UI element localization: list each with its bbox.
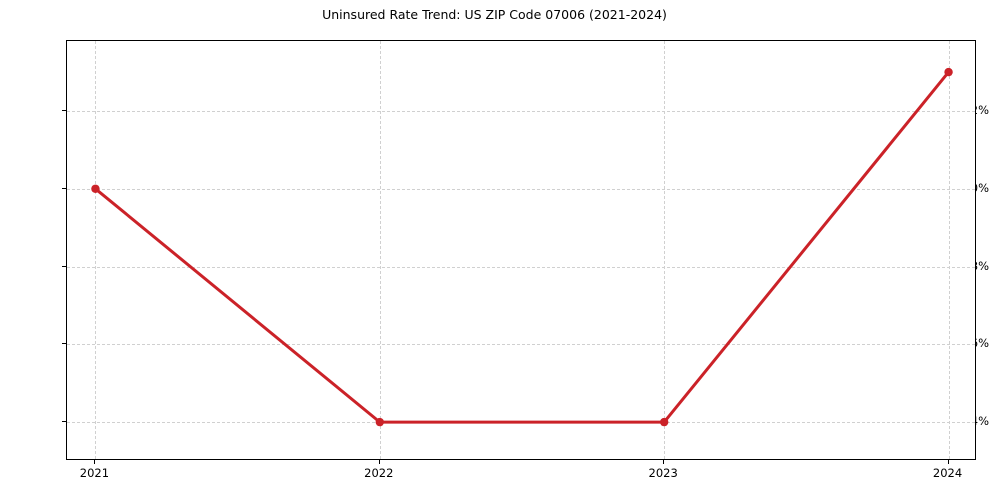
y-axis-tick-mark <box>62 187 66 189</box>
chart-title: Uninsured Rate Trend: US ZIP Code 07006 … <box>322 7 667 22</box>
series-line <box>93 70 951 424</box>
gridline-horizontal <box>67 111 975 112</box>
gridline-vertical <box>664 41 666 459</box>
x-axis-tick-label: 2021 <box>79 466 110 480</box>
data-point-marker <box>91 184 100 193</box>
x-axis-tick-mark <box>663 460 665 464</box>
y-axis-label-container: Uninsured Population (%) <box>0 0 82 490</box>
gridline-horizontal <box>67 188 975 190</box>
gridline-vertical <box>948 41 950 459</box>
series-markers <box>91 67 953 427</box>
data-point-marker <box>944 67 953 77</box>
gridline-horizontal <box>67 266 975 268</box>
data-point-marker <box>375 417 385 427</box>
y-axis-tick-mark <box>62 343 66 345</box>
plot-inner <box>67 41 975 459</box>
x-axis-tick-mark <box>94 460 96 464</box>
x-axis-tick-mark <box>378 460 380 464</box>
gridline-vertical <box>95 41 97 459</box>
plot-area <box>66 40 976 460</box>
x-axis-tick-label: 2023 <box>648 466 678 480</box>
gridline-horizontal <box>67 344 975 346</box>
y-axis-tick-mark <box>62 265 66 267</box>
data-series-uninsured-population <box>91 67 953 427</box>
gridline-vertical <box>379 41 381 459</box>
y-axis-tick-mark <box>62 110 66 111</box>
y-axis-tick-mark <box>62 421 66 423</box>
x-axis-tick-label: 2022 <box>364 466 394 480</box>
data-point-marker <box>659 417 669 427</box>
x-axis-tick-mark <box>947 460 949 464</box>
x-axis-tick-label: 2024 <box>932 466 963 480</box>
